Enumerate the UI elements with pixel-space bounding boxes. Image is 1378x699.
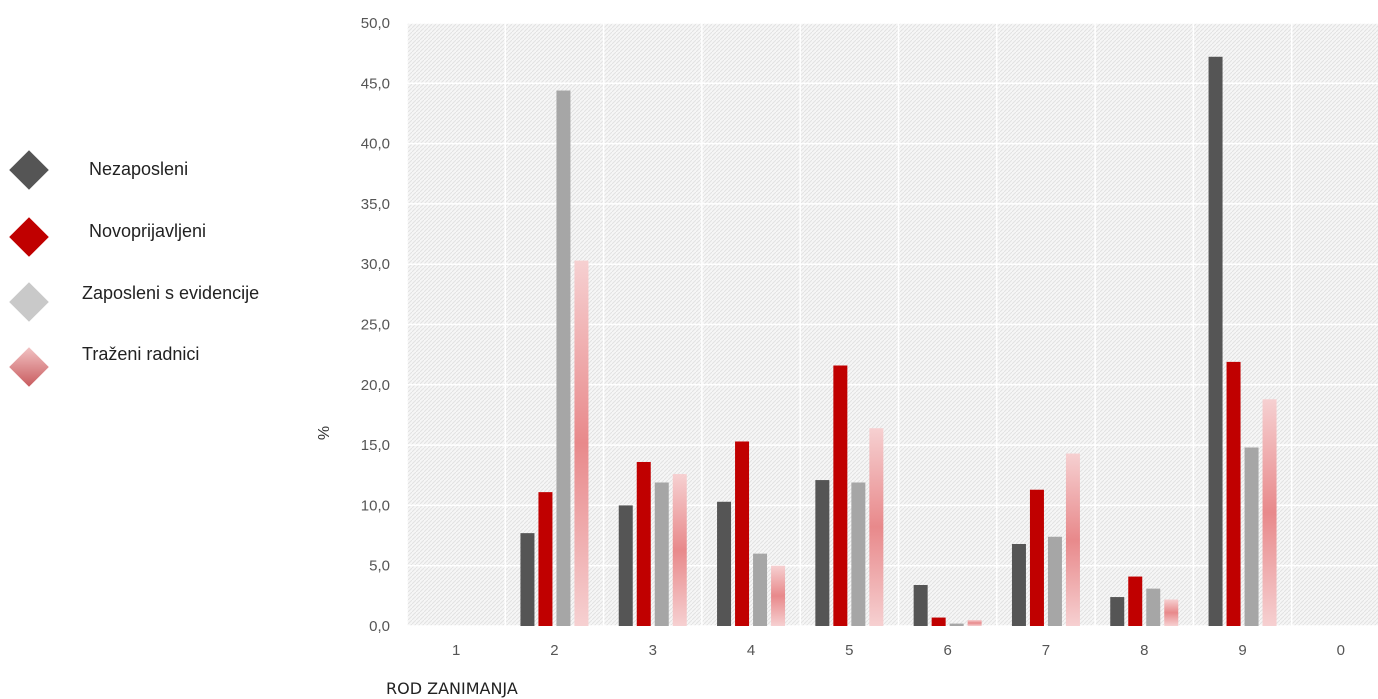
bar-series3: [851, 482, 866, 626]
x-tick-label: 2: [550, 642, 558, 659]
legend-label-nezaposleni: Nezaposleni: [89, 159, 189, 179]
bar-series3: [949, 623, 964, 626]
y-tick-label: 35,0: [361, 196, 390, 213]
bar-series4: [869, 428, 884, 626]
bar-series3: [753, 553, 768, 626]
bar-series4: [1065, 453, 1080, 626]
bar-series1: [913, 584, 928, 626]
y-tick-label: 45,0: [361, 75, 390, 92]
x-tick-label: 8: [1140, 642, 1148, 659]
bar-series4: [967, 619, 982, 626]
x-tick-label: 6: [943, 642, 951, 659]
y-tick-label: 15,0: [361, 437, 390, 454]
bar-series4: [771, 565, 786, 626]
x-tick-label: 5: [845, 642, 853, 659]
legend-item-trazeni: Traženi radnici: [0, 325, 320, 387]
y-tick-label: 40,0: [361, 136, 390, 153]
bar-series4: [574, 260, 589, 626]
bar-series1: [1110, 597, 1125, 626]
bar-series1: [520, 533, 535, 626]
x-axis-title: ROD ZANIMANJA: [386, 679, 518, 698]
legend-label-trazeni: Traženi radnici: [82, 344, 200, 364]
y-tick-label: 50,0: [361, 15, 390, 32]
y-tick-label: 30,0: [361, 256, 390, 273]
bar-series3: [654, 482, 669, 626]
bar-series1: [815, 480, 830, 626]
x-tick-label: 0: [1337, 642, 1345, 659]
legend-item-novoprijavljeni: Novoprijavljeni: [0, 201, 320, 261]
bar-series2: [735, 441, 750, 626]
bar-series4: [672, 474, 687, 626]
bar-series1: [1208, 56, 1223, 626]
legend-label-zaposleni: Zaposleni s evidencije: [82, 283, 260, 303]
bar-series4: [1262, 399, 1277, 626]
x-tick-label: 1: [452, 642, 460, 659]
bar-series3: [556, 90, 571, 626]
y-tick-label: 0,0: [369, 618, 390, 635]
bars: [520, 56, 1277, 626]
legend-label-novoprijavljeni: Novoprijavljeni: [89, 221, 207, 241]
bar-series3: [1047, 536, 1062, 626]
x-tick-label: 7: [1042, 642, 1050, 659]
bar-series2: [538, 492, 553, 626]
x-tick-label: 9: [1238, 642, 1246, 659]
bar-series2: [931, 617, 946, 626]
y-axis-title: %: [314, 426, 331, 440]
y-tick-label: 10,0: [361, 497, 390, 514]
bar-series2: [1128, 576, 1143, 626]
y-axis-ticks: 0,0 5,0 10,0 15,0 20,0 25,0 30,0 35,0 40,0 45,0 50…: [361, 15, 390, 635]
legend-item-nezaposleni: Nezaposleni: [0, 140, 320, 200]
x-tick-label: 3: [649, 642, 657, 659]
bar-series1: [1011, 543, 1026, 626]
bar-series1: [717, 501, 732, 626]
bar-series3: [1146, 588, 1161, 626]
bar-series3: [1244, 447, 1259, 626]
bar-series4: [1164, 599, 1179, 626]
y-tick-label: 25,0: [361, 317, 390, 334]
gridlines: [406, 22, 1378, 627]
bar-series2: [1226, 361, 1241, 626]
x-axis-ticks: 1 2 3 4 5 6 7 8 9 0: [452, 642, 1345, 659]
x-tick-label: 4: [747, 642, 755, 659]
legend-item-zaposleni: Zaposleni s evidencije: [0, 262, 320, 322]
bar-series2: [636, 461, 651, 626]
chart-legend: Nezaposleni Novoprijavljeni Zaposleni s …: [0, 0, 320, 699]
bar-series1: [618, 505, 633, 626]
y-tick-label: 20,0: [361, 377, 390, 394]
bar-series2: [833, 365, 848, 626]
y-tick-label: 5,0: [369, 558, 390, 575]
bar-series2: [1029, 489, 1044, 626]
